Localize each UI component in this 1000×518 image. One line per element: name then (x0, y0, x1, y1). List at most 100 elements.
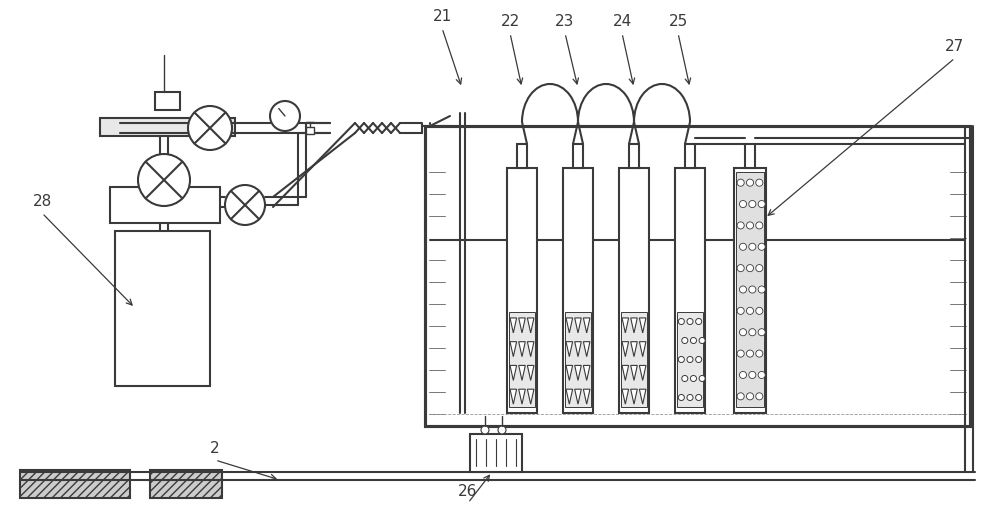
Circle shape (678, 356, 684, 363)
Polygon shape (583, 389, 590, 404)
Circle shape (749, 371, 756, 379)
Circle shape (739, 371, 747, 379)
Bar (150, 470, 222, 498)
Text: 26: 26 (458, 484, 478, 499)
Polygon shape (519, 389, 525, 404)
Polygon shape (519, 342, 525, 357)
Circle shape (749, 243, 756, 250)
Polygon shape (622, 389, 629, 404)
Circle shape (739, 200, 747, 208)
Bar (155, 92, 180, 110)
Circle shape (746, 350, 754, 357)
Circle shape (739, 329, 747, 336)
Circle shape (739, 243, 747, 250)
Circle shape (756, 265, 763, 271)
Circle shape (737, 265, 744, 271)
Polygon shape (639, 318, 646, 333)
Circle shape (756, 179, 763, 186)
Polygon shape (631, 342, 637, 357)
Bar (675, 168, 705, 413)
Polygon shape (631, 365, 637, 380)
Circle shape (690, 376, 696, 382)
Bar (563, 168, 593, 413)
Circle shape (188, 106, 232, 150)
Bar (677, 312, 703, 407)
Circle shape (737, 179, 744, 186)
Polygon shape (575, 318, 581, 333)
Circle shape (737, 307, 744, 314)
Polygon shape (510, 318, 517, 333)
Circle shape (737, 393, 744, 400)
Polygon shape (527, 342, 534, 357)
Polygon shape (622, 318, 629, 333)
Text: 2: 2 (210, 441, 220, 456)
Circle shape (696, 356, 702, 363)
Polygon shape (527, 365, 534, 380)
Circle shape (746, 179, 754, 186)
Polygon shape (566, 342, 573, 357)
Circle shape (756, 393, 763, 400)
Polygon shape (566, 318, 573, 333)
Polygon shape (583, 342, 590, 357)
Circle shape (749, 329, 756, 336)
Circle shape (746, 307, 754, 314)
Circle shape (687, 356, 693, 363)
Polygon shape (519, 365, 525, 380)
Bar (734, 168, 766, 413)
Bar (629, 144, 639, 168)
Polygon shape (583, 318, 590, 333)
Text: 28: 28 (32, 194, 52, 209)
Text: 23: 23 (555, 14, 575, 29)
Circle shape (225, 185, 265, 225)
Circle shape (737, 222, 744, 229)
Polygon shape (575, 342, 581, 357)
Circle shape (758, 286, 765, 293)
Polygon shape (639, 342, 646, 357)
Circle shape (756, 222, 763, 229)
Polygon shape (575, 389, 581, 404)
Bar (565, 312, 591, 407)
Bar (115, 231, 210, 386)
Circle shape (756, 350, 763, 357)
Circle shape (687, 319, 693, 325)
Circle shape (690, 337, 696, 343)
Polygon shape (527, 318, 534, 333)
Polygon shape (622, 365, 629, 380)
Circle shape (138, 154, 190, 206)
Text: 21: 21 (432, 9, 452, 24)
Polygon shape (510, 389, 517, 404)
Bar (110, 187, 220, 223)
Polygon shape (583, 365, 590, 380)
Circle shape (758, 200, 765, 208)
Circle shape (758, 329, 765, 336)
Circle shape (678, 395, 684, 400)
Circle shape (678, 319, 684, 325)
Bar (20, 470, 130, 498)
Circle shape (699, 376, 705, 382)
Bar (736, 172, 764, 407)
Circle shape (746, 393, 754, 400)
Polygon shape (631, 389, 637, 404)
Circle shape (481, 426, 489, 434)
Circle shape (687, 395, 693, 400)
Circle shape (746, 222, 754, 229)
Circle shape (758, 243, 765, 250)
Polygon shape (639, 389, 646, 404)
Circle shape (699, 337, 705, 343)
Circle shape (498, 426, 506, 434)
Bar (619, 168, 649, 413)
Circle shape (758, 371, 765, 379)
Circle shape (749, 200, 756, 208)
Bar (621, 312, 647, 407)
Polygon shape (639, 365, 646, 380)
Bar (573, 144, 583, 168)
Bar (100, 118, 235, 136)
Polygon shape (527, 389, 534, 404)
Circle shape (682, 337, 688, 343)
Text: 24: 24 (612, 14, 632, 29)
Circle shape (746, 265, 754, 271)
Polygon shape (510, 342, 517, 357)
Text: 22: 22 (500, 14, 520, 29)
Circle shape (739, 286, 747, 293)
Bar (745, 144, 755, 168)
